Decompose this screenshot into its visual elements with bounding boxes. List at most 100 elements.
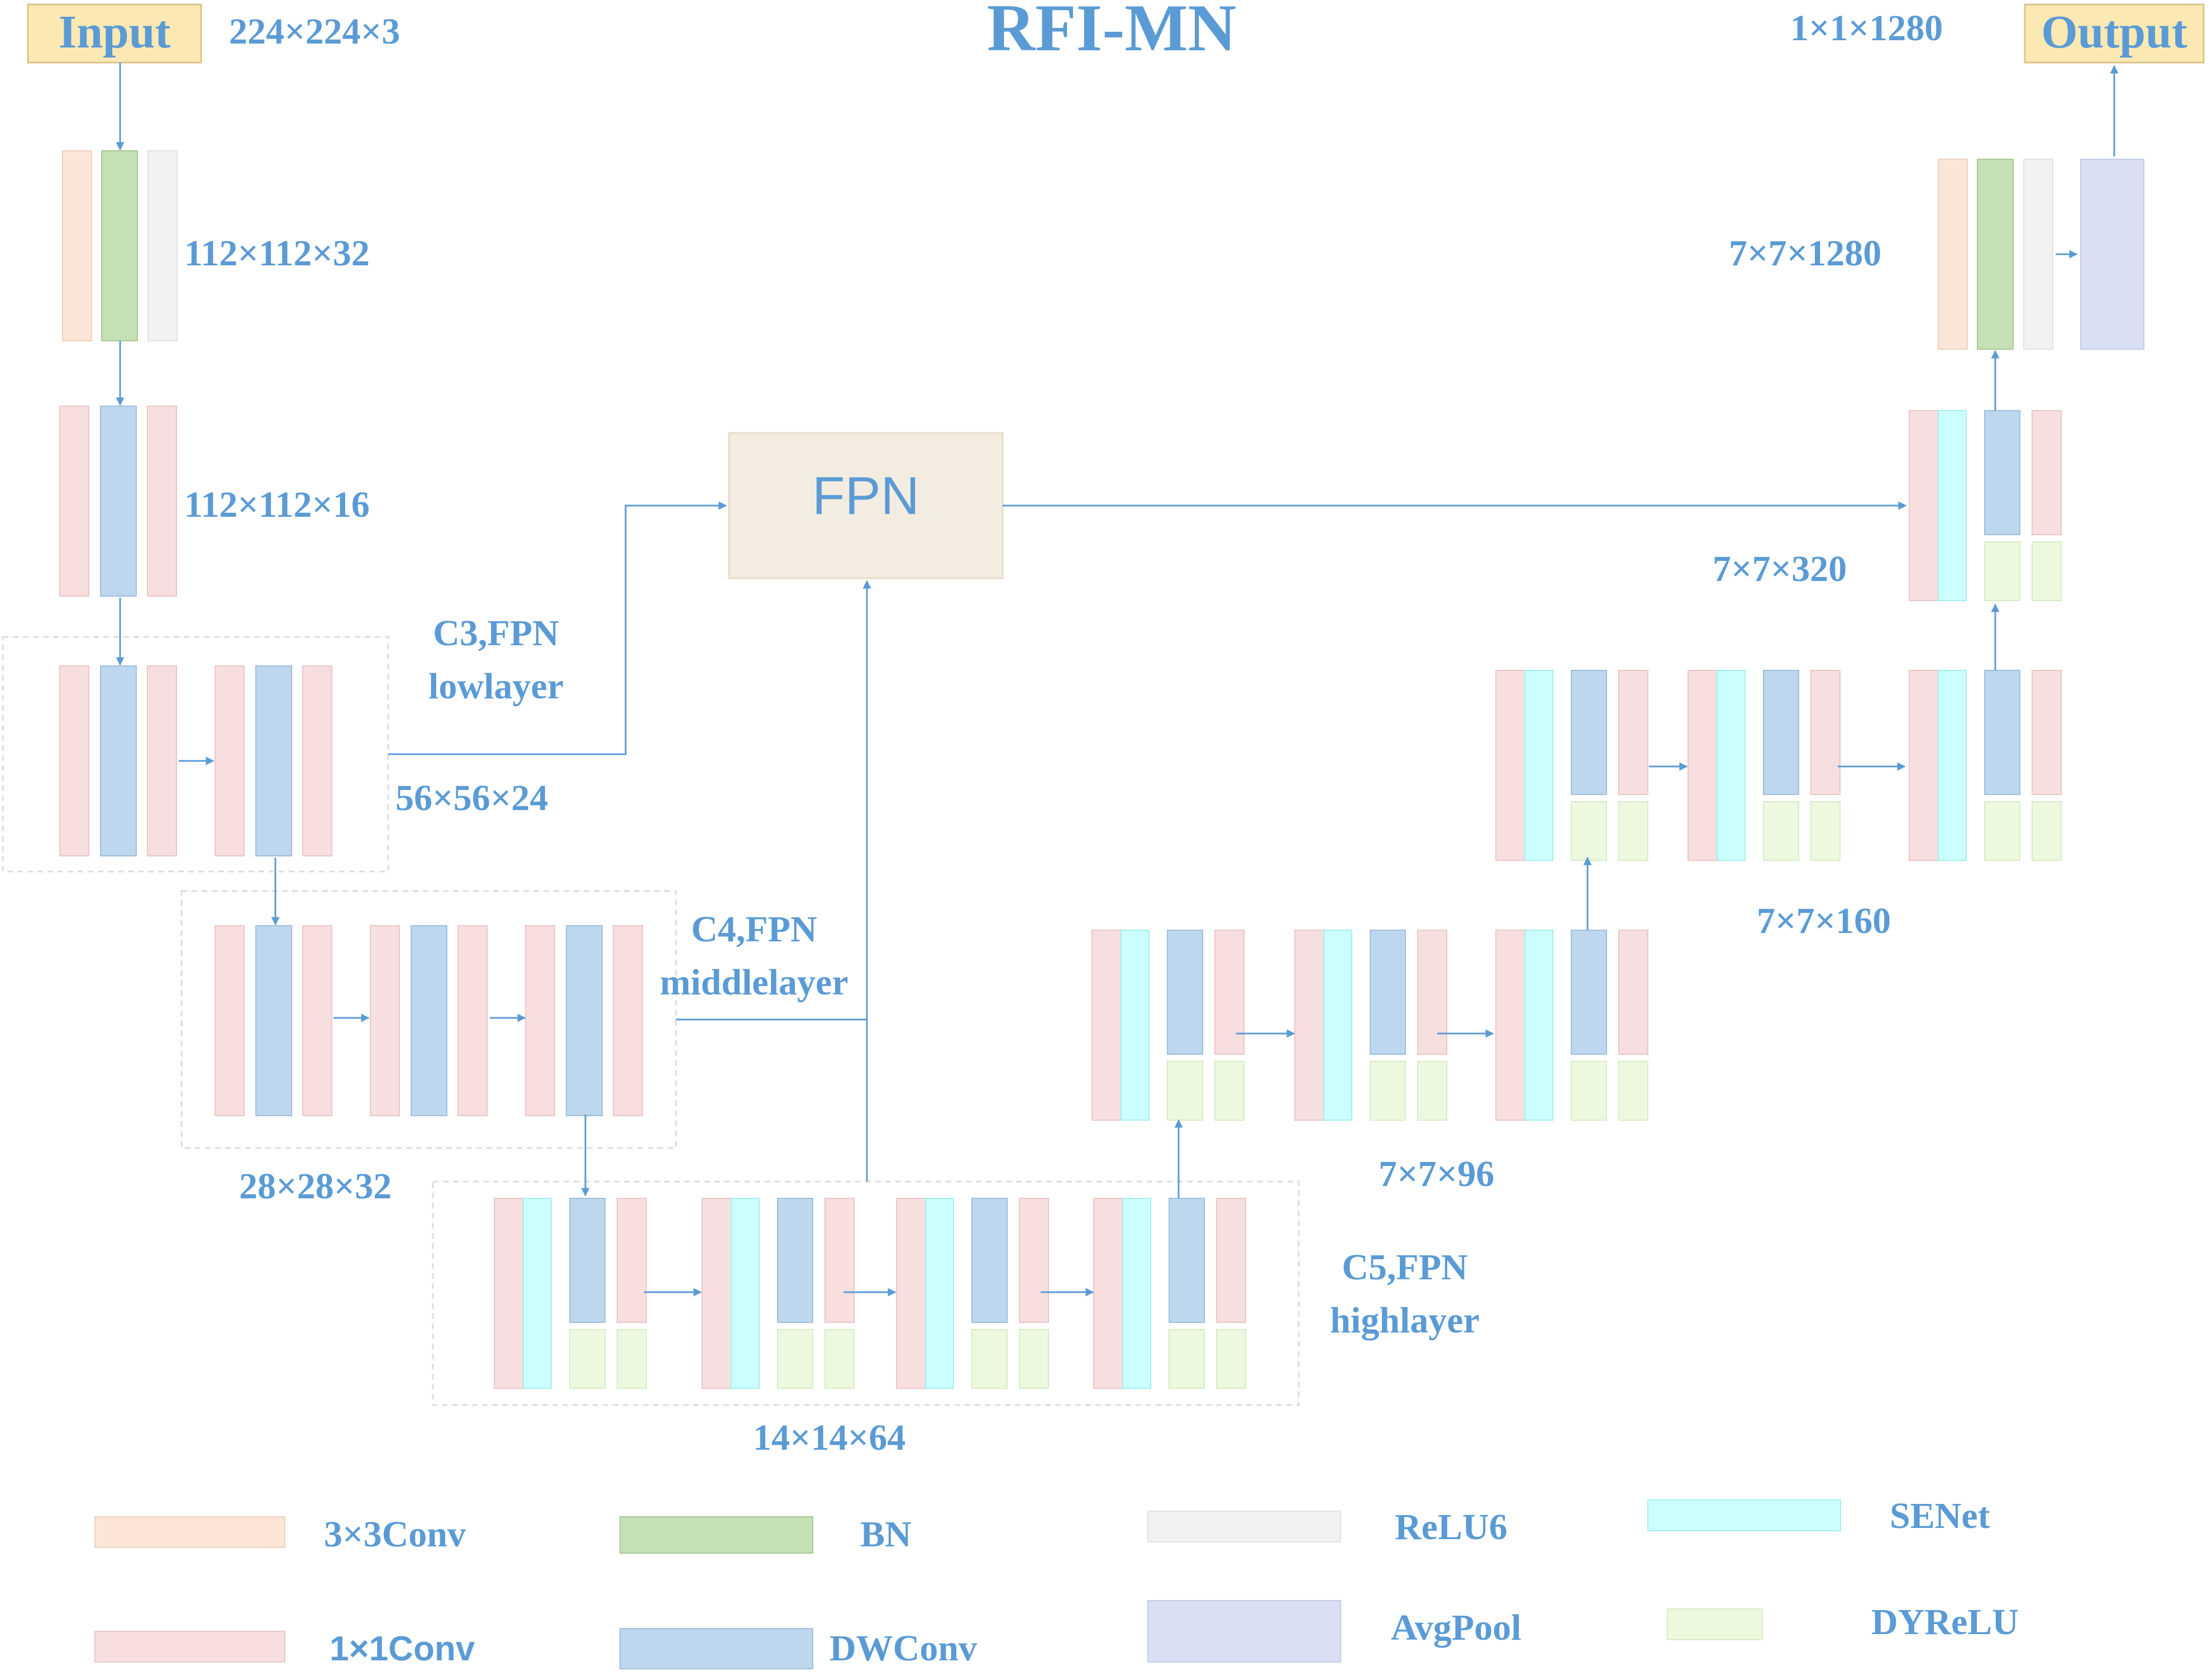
group-box-block4: [432, 1180, 1300, 1406]
legend-label-avgpool: AvgPool: [1391, 1607, 1521, 1648]
layer-bar-conv1: [302, 925, 332, 1116]
legend-label-bn: BN: [860, 1514, 912, 1555]
c3-tap-label-line1: C3,FPN: [433, 613, 559, 654]
layer-bar-dyrelu: [1370, 1061, 1406, 1121]
layer-bar-conv1: [2032, 410, 2062, 535]
layer-bar-dyrelu: [1417, 1061, 1447, 1121]
layer-bar-dwconv: [1370, 930, 1406, 1055]
layer-bar-senet: [1524, 930, 1553, 1121]
layer-bar-conv1: [525, 925, 555, 1116]
layer-bar-conv1: [147, 665, 177, 856]
arrow-c3-fpn: [388, 501, 727, 755]
layer-bar-dwconv: [1763, 670, 1799, 795]
layer-bar-dwconv: [777, 1198, 813, 1323]
layer-bar-dwconv: [255, 665, 292, 856]
output-label: Output: [2041, 6, 2187, 58]
layer-bar-avgpool: [2080, 159, 2144, 350]
layer-bar-conv1: [896, 1198, 926, 1389]
dim-block2: 56×56×24: [395, 778, 548, 818]
legend-label-conv3: 3×3Conv: [324, 1514, 466, 1555]
layer-bar-conv1: [1618, 670, 1648, 795]
layer-bar-conv1: [59, 406, 89, 597]
legend-swatch-dwconv: [619, 1628, 813, 1669]
layer-bar-dwconv: [1167, 930, 1203, 1055]
layer-bar-dyrelu: [1810, 801, 1841, 861]
layer-bar-dyrelu: [1216, 1329, 1246, 1389]
layer-bar-senet: [1524, 670, 1553, 861]
layer-bar-conv1: [1909, 670, 1939, 861]
layer-bar-conv1: [494, 1198, 524, 1389]
layer-bar-dwconv: [971, 1198, 1008, 1323]
layer-bar-dyrelu: [1571, 801, 1607, 861]
layer-bar-dwconv: [1571, 930, 1607, 1055]
layer-bar-conv1: [1618, 930, 1648, 1055]
c3-tap-label-line2: lowlayer: [428, 666, 564, 707]
input-label: Input: [59, 6, 171, 58]
layer-bar-dyrelu: [824, 1329, 855, 1389]
layer-bar-conv1: [824, 1198, 855, 1323]
layer-bar-dyrelu: [1618, 1061, 1648, 1121]
layer-bar-conv3: [1938, 159, 1968, 350]
layer-bar-conv1: [1216, 1198, 1246, 1323]
fpn-label: FPN: [812, 466, 919, 526]
layer-bar-senet: [1938, 410, 1967, 601]
layer-bar-conv1: [1810, 670, 1841, 795]
layer-bar-bn: [1977, 159, 2014, 350]
layer-bar-dyrelu: [2032, 801, 2062, 861]
layer-bar-dyrelu: [617, 1329, 647, 1389]
dim-block7: 7×7×320: [1713, 549, 1847, 589]
legend-label-dwconv: DWConv: [830, 1628, 977, 1669]
layer-bar-conv1: [613, 925, 643, 1116]
layer-bar-conv1: [302, 665, 332, 856]
output-box: Output: [2024, 3, 2205, 64]
layer-bars: [59, 150, 2144, 1389]
layer-bar-senet: [1121, 930, 1150, 1121]
layer-bar-dyrelu: [2032, 541, 2062, 601]
layer-bar-senet: [1122, 1198, 1151, 1389]
layer-bar-conv1: [702, 1198, 732, 1389]
layer-bar-bn: [101, 150, 138, 341]
legend-swatch-senet: [1647, 1499, 1841, 1531]
layer-bar-dwconv: [255, 925, 292, 1116]
legend-swatch-bn: [619, 1516, 813, 1554]
layer-bar-dyrelu: [569, 1329, 606, 1389]
c4-tap-label-line2: middlelayer: [660, 962, 848, 1003]
layer-bar-dwconv: [411, 925, 447, 1116]
layer-bar-conv1: [617, 1198, 647, 1323]
diagram-title: RFI-MN: [987, 0, 1237, 65]
dim-block5: 7×7×96: [1379, 1154, 1494, 1194]
dim-block6: 7×7×160: [1757, 901, 1891, 941]
layer-bar-dyrelu: [1618, 801, 1648, 861]
layer-bar-dwconv: [566, 925, 603, 1116]
layer-bar-dwconv: [100, 406, 137, 597]
layer-bar-dyrelu: [1214, 1061, 1245, 1121]
legend-label-senet: SENet: [1890, 1496, 1990, 1536]
layer-bar-conv1: [1093, 1198, 1123, 1389]
layer-bar-conv1: [1687, 670, 1718, 861]
layer-bar-conv1: [59, 665, 89, 856]
layer-bar-senet: [1323, 930, 1352, 1121]
layer-bar-conv1: [457, 925, 488, 1116]
layer-bar-senet: [1938, 670, 1967, 861]
layer-bar-dyrelu: [1984, 541, 2020, 601]
layer-bar-conv1: [1214, 930, 1245, 1055]
layer-bar-conv1: [370, 925, 400, 1116]
dim-block3: 28×28×32: [239, 1166, 392, 1207]
legend-swatch-relu6: [1147, 1511, 1341, 1542]
dim-input: 224×224×3: [229, 11, 400, 52]
layer-bar-senet: [731, 1198, 760, 1389]
layer-bar-relu6: [2023, 159, 2053, 350]
legend-label-conv1: 1×1Conv: [330, 1630, 475, 1668]
layer-bar-conv1: [147, 406, 177, 597]
c4-tap-label-line1: C4,FPN: [691, 909, 817, 950]
layer-bar-senet: [523, 1198, 552, 1389]
layer-bar-relu6: [147, 150, 178, 341]
layer-bar-conv1: [1019, 1198, 1049, 1323]
legend-label-relu6: ReLU6: [1395, 1507, 1508, 1548]
layer-bar-conv1: [1417, 930, 1447, 1055]
layer-bar-dyrelu: [1167, 1061, 1203, 1121]
layer-bar-dyrelu: [971, 1329, 1008, 1389]
legend-swatch-avgpool: [1147, 1600, 1341, 1663]
